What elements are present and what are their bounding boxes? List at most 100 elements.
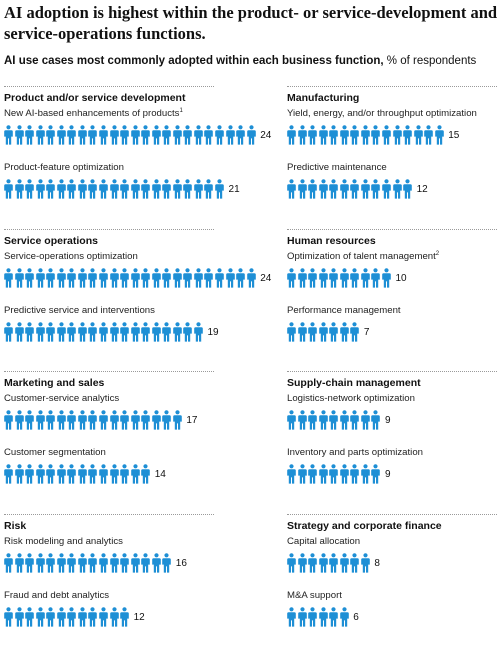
panel-heading: Human resources — [287, 229, 497, 249]
person-icon — [297, 179, 307, 199]
person-icon — [236, 268, 245, 288]
person-icon — [67, 268, 77, 288]
person-icon — [56, 410, 66, 430]
value-label: 9 — [384, 469, 391, 480]
person-icon — [78, 607, 87, 627]
person-icon — [194, 268, 203, 288]
person-icon — [204, 268, 214, 288]
person-icon — [172, 410, 182, 430]
person-icon — [297, 553, 307, 573]
person-icon — [151, 125, 161, 145]
person-icon — [318, 322, 328, 342]
pictogram-row: 6 — [287, 607, 502, 627]
person-icon — [308, 553, 317, 573]
person-icon — [14, 553, 24, 573]
person-icon — [88, 179, 98, 199]
person-icon — [339, 322, 349, 342]
use-case-label: M&A support — [287, 590, 342, 601]
person-icon — [183, 125, 193, 145]
person-icon — [172, 268, 182, 288]
person-icon — [14, 410, 24, 430]
use-case-label: Optimization of talent management2 — [287, 250, 440, 262]
person-icon — [318, 410, 328, 430]
person-icon — [297, 268, 307, 288]
pictogram-row: 24 — [4, 268, 284, 288]
use-case-label: Logistics-network optimization — [287, 393, 415, 404]
value-label: 21 — [228, 184, 240, 195]
pictogram-row: 12 — [287, 179, 502, 199]
value-label: 14 — [154, 469, 166, 480]
person-icon — [151, 410, 161, 430]
person-icon — [308, 464, 317, 484]
person-icon — [215, 268, 224, 288]
person-icon — [25, 553, 34, 573]
panel-heading: Product and/or service development — [4, 86, 214, 106]
person-icon — [318, 268, 328, 288]
person-icon — [4, 464, 13, 484]
person-icon — [56, 268, 66, 288]
person-icon — [183, 179, 193, 199]
use-case-label: Performance management — [287, 305, 401, 316]
person-icon — [88, 553, 98, 573]
pictogram-row: 24 — [4, 125, 284, 145]
pictogram-row: 17 — [4, 410, 284, 430]
panel-marketing-and-sales: Marketing and sales Customer-service anal… — [4, 371, 214, 503]
person-icon — [371, 268, 381, 288]
person-icon — [78, 125, 87, 145]
pictogram-row: 16 — [4, 553, 284, 573]
person-icon — [329, 553, 338, 573]
person-icon — [350, 410, 360, 430]
footnote-marker: 1 — [179, 107, 183, 114]
person-icon — [162, 322, 172, 342]
person-icon — [162, 125, 172, 145]
person-icon — [67, 410, 77, 430]
person-icon — [99, 125, 108, 145]
use-case-label: Customer-service analytics — [4, 393, 120, 404]
panel-human-resources: Human resources Optimization of talent ma… — [287, 229, 497, 361]
person-icon — [371, 125, 381, 145]
person-icon — [382, 268, 391, 288]
value-label: 12 — [416, 184, 428, 195]
value-label: 7 — [363, 327, 370, 338]
person-icon — [329, 607, 338, 627]
panel-manufacturing: Manufacturing Yield, energy, and/or throu… — [287, 86, 497, 218]
person-icon — [35, 322, 45, 342]
person-icon — [46, 410, 55, 430]
person-icon — [67, 322, 77, 342]
person-icon — [46, 268, 55, 288]
person-icon — [25, 125, 34, 145]
person-icon — [371, 410, 381, 430]
person-icon — [109, 322, 119, 342]
person-icon — [130, 322, 140, 342]
person-icon — [308, 410, 317, 430]
person-icon — [46, 179, 55, 199]
person-icon — [35, 607, 45, 627]
panel-risk: Risk Risk modeling and analytics 16 Fraud a… — [4, 514, 214, 646]
person-icon — [287, 179, 296, 199]
person-icon — [151, 179, 161, 199]
person-icon — [371, 179, 381, 199]
person-icon — [120, 607, 129, 627]
value-label: 8 — [374, 558, 380, 569]
person-icon — [162, 553, 172, 573]
pictogram-row: 10 — [287, 268, 502, 288]
person-icon — [297, 322, 307, 342]
person-icon — [318, 464, 328, 484]
use-case-label: Yield, energy, and/or throughput optimiz… — [287, 108, 477, 119]
person-icon — [25, 607, 34, 627]
person-icon — [162, 179, 172, 199]
person-icon — [225, 125, 235, 145]
person-icon — [88, 322, 98, 342]
use-case-label: Product-feature optimization — [4, 162, 124, 173]
person-icon — [204, 125, 214, 145]
use-case-label: Inventory and parts optimization — [287, 447, 423, 458]
person-icon — [109, 179, 119, 199]
pictogram-row: 9 — [287, 464, 502, 484]
person-icon — [35, 553, 45, 573]
person-icon — [392, 125, 402, 145]
person-icon — [236, 125, 245, 145]
person-icon — [109, 268, 119, 288]
person-icon — [308, 125, 317, 145]
person-icon — [339, 553, 349, 573]
person-icon — [339, 125, 349, 145]
